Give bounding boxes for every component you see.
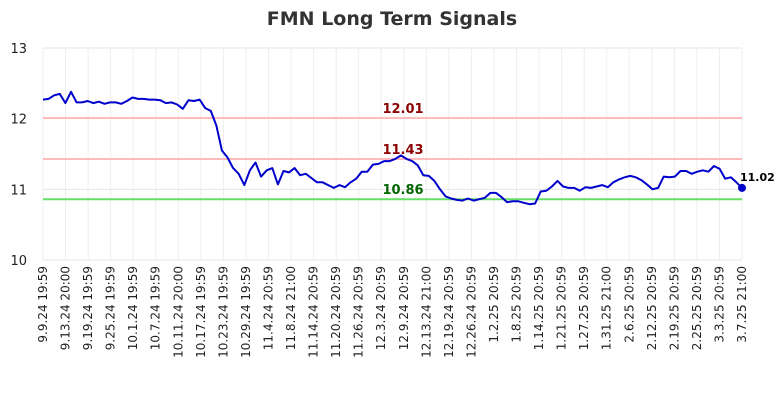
x-tick-label: 11.4.24 20:59	[261, 266, 275, 350]
x-tick-label: 1.27.25 20:59	[577, 266, 591, 350]
x-tick-label: 9.19.24 19:59	[81, 266, 95, 350]
x-tick-label: 2.25.25 20:59	[690, 266, 704, 350]
x-tick-label: 10.1.24 19:59	[126, 266, 140, 350]
y-tick-label: 10	[10, 254, 27, 269]
x-tick-label: 10.23.24 19:59	[216, 266, 230, 358]
x-tick-label: 11.26.24 20:59	[352, 266, 366, 358]
chart-title: FMN Long Term Signals	[267, 8, 517, 30]
x-tick-label: 10.29.24 19:59	[239, 266, 253, 358]
x-tick-label: 2.12.25 20:59	[645, 266, 659, 350]
x-tick-label: 9.9.24 19:59	[36, 266, 50, 343]
x-tick-label: 10.11.24 20:00	[171, 266, 185, 358]
x-tick-label: 11.8.24 21:00	[284, 266, 298, 350]
x-tick-label: 1.8.25 20:59	[510, 266, 524, 343]
last-point-marker	[738, 183, 746, 192]
y-tick-label: 13	[10, 42, 27, 57]
x-tick-label: 12.19.24 20:59	[442, 266, 456, 358]
x-tick-label: 9.25.24 19:59	[104, 266, 118, 350]
x-tick-label: 3.7.25 21:00	[735, 266, 749, 343]
x-tick-label: 1.14.25 20:59	[532, 266, 546, 350]
x-tick-label: 3.3.25 20:59	[712, 266, 726, 343]
level-label: 11.43	[382, 143, 423, 158]
x-tick-label: 2.6.25 20:59	[622, 266, 636, 343]
x-tick-label: 1.21.25 20:59	[555, 266, 569, 350]
x-tick-label: 11.20.24 20:59	[329, 266, 343, 358]
x-tick-label: 11.14.24 20:59	[307, 266, 321, 358]
x-tick-label: 2.19.25 20:59	[667, 266, 681, 350]
x-tick-label: 1.2.25 20:59	[487, 266, 501, 343]
series-line	[42, 90, 743, 206]
x-tick-label: 1.31.25 21:00	[600, 266, 614, 350]
x-tick-label: 12.3.24 20:59	[374, 266, 388, 350]
x-tick-label: 12.13.24 21:00	[419, 266, 433, 358]
level-label: 10.86	[382, 183, 423, 198]
x-tick-label: 10.7.24 19:59	[149, 266, 163, 350]
x-axis: 9.9.24 19:59 9.13.24 20:00 9.19.24 19:59 9.…	[36, 266, 749, 358]
x-tick-label: 9.13.24 20:00	[59, 266, 73, 350]
series-group: 11.02	[42, 90, 775, 206]
x-tick-label: 12.9.24 20:59	[397, 266, 411, 350]
x-tick-label: 10.17.24 19:59	[194, 266, 208, 358]
y-tick-label: 12	[10, 113, 27, 128]
level-label: 12.01	[382, 102, 423, 117]
last-value-label: 11.02	[740, 171, 775, 184]
y-tick-label: 11	[10, 183, 27, 198]
y-axis: 10 11 12 13	[10, 42, 27, 269]
x-tick-label: 12.26.24 20:59	[464, 266, 478, 358]
